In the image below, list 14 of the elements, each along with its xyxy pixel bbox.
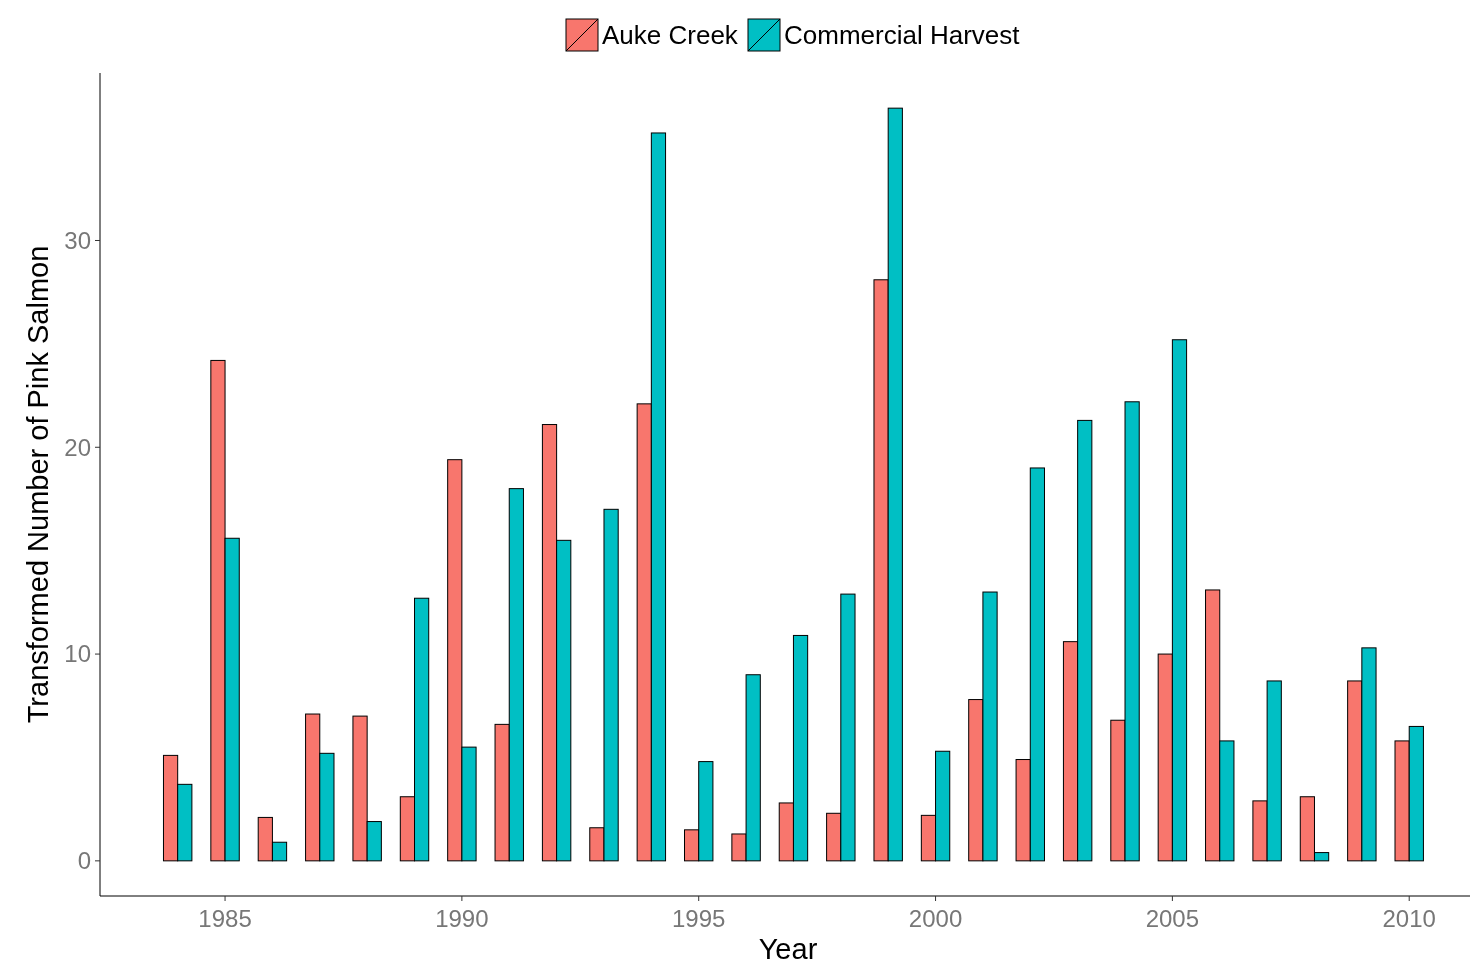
y-axis-title: Transformed Number of Pink Salmon: [22, 245, 54, 724]
legend-label: Commercial Harvest: [784, 20, 1021, 51]
y-tick-label: 10: [64, 640, 91, 668]
y-tick-label: 0: [77, 847, 91, 875]
y-tick-label: 20: [64, 433, 91, 461]
x-tick-label: 2005: [1145, 905, 1200, 932]
x-tick-label: 2010: [1382, 905, 1436, 932]
x-axis-title: Year: [758, 933, 818, 963]
x-tick-label: 1990: [435, 905, 489, 932]
legend-label: Auke Creek: [602, 20, 739, 51]
x-tick-label: 1995: [672, 905, 726, 932]
x-tick-label: 1985: [198, 905, 252, 932]
y-tick-label: 30: [64, 226, 91, 254]
x-tick-label: 2000: [908, 905, 963, 932]
